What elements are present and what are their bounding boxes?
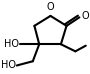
Text: O: O [47, 2, 54, 12]
Text: O: O [81, 11, 89, 21]
Text: HO: HO [4, 39, 19, 49]
Text: HO: HO [1, 61, 16, 71]
